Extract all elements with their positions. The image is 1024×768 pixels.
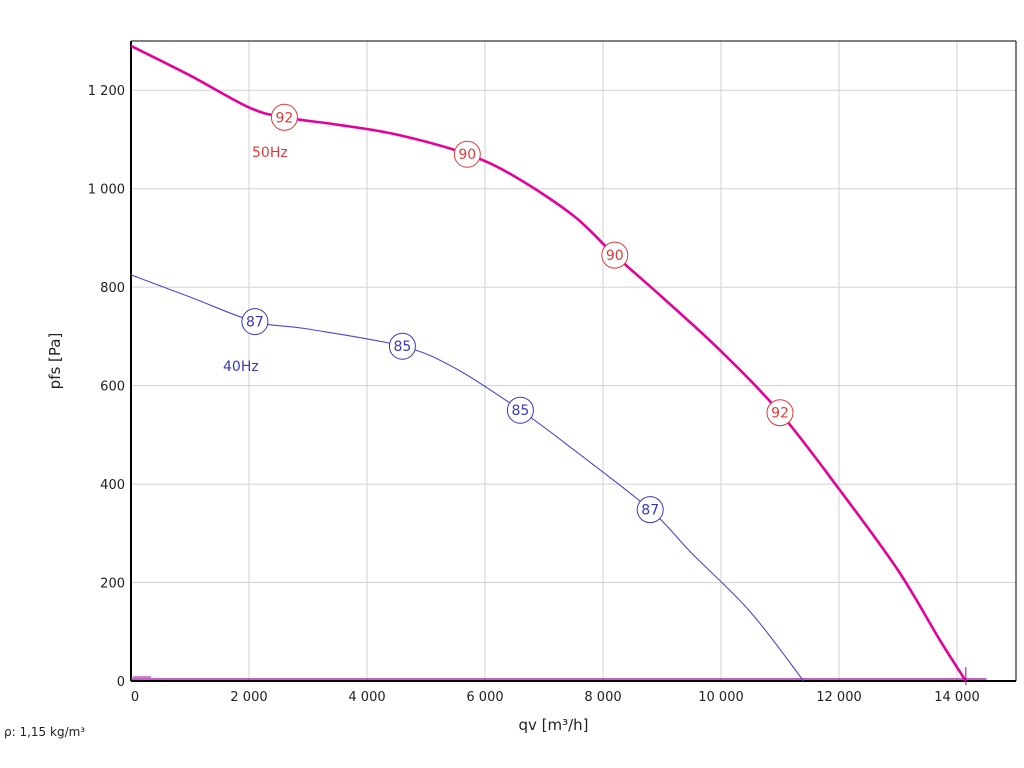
- labels-layer: 0 2 000 4 000 6 000 8 000 10 000 12 000 14 000 0…: [4, 84, 980, 739]
- x-tick-label: 12 000: [816, 690, 862, 705]
- series-name-40hz: 40Hz: [223, 359, 259, 375]
- efficiency-marker-50hz: [453, 140, 481, 168]
- efficiency-label-40hz: 87: [641, 503, 659, 519]
- efficiency-label-50hz: 90: [606, 248, 624, 264]
- efficiency-marker-40hz: [506, 396, 534, 424]
- efficiency-label-50hz: 92: [275, 110, 293, 126]
- efficiency-marker-50hz: [270, 103, 298, 131]
- efficiency-marker-50hz: [766, 399, 794, 427]
- y-tick-label: 600: [100, 380, 125, 395]
- efficiency-label-50hz: 90: [458, 147, 476, 163]
- series-layer: [130, 44, 987, 685]
- x-tick-label: 4 000: [348, 690, 385, 705]
- x-axis-title: qv [m³/h]: [518, 716, 588, 734]
- series-name-50hz: 50Hz: [252, 145, 288, 161]
- x-tick-label: 8 000: [584, 690, 621, 705]
- y-axis-title: pfs [Pa]: [46, 333, 64, 390]
- efficiency-label-40hz: 85: [393, 339, 411, 355]
- y-tick-label: 400: [100, 478, 125, 493]
- y-tick-label: 0: [117, 675, 125, 690]
- y-tick-label: 1 200: [88, 84, 125, 99]
- density-note: ρ: 1,15 kg/m³: [4, 725, 85, 739]
- x-tick-label: 0: [131, 690, 139, 705]
- efficiency-marker-40hz: [241, 308, 269, 336]
- efficiency-marker-40hz: [636, 496, 664, 524]
- x-tick-label: 10 000: [698, 690, 744, 705]
- efficiency-marker-50hz: [601, 241, 629, 269]
- grid: [131, 41, 1016, 681]
- y-tick-label: 200: [100, 577, 125, 592]
- x-tick-label: 6 000: [466, 690, 503, 705]
- y-tick-label: 800: [100, 281, 125, 296]
- x-tick-label: 14 000: [934, 690, 980, 705]
- efficiency-label-40hz: 85: [511, 403, 529, 419]
- x-tick-label: 2 000: [230, 690, 267, 705]
- efficiency-label-40hz: 87: [246, 315, 264, 331]
- axes: [130, 40, 1017, 682]
- y-tick-label: 1 000: [88, 183, 125, 198]
- efficiency-label-50hz: 92: [771, 406, 789, 422]
- series-line-40hz: [130, 274, 805, 682]
- efficiency-marker-40hz: [388, 332, 416, 360]
